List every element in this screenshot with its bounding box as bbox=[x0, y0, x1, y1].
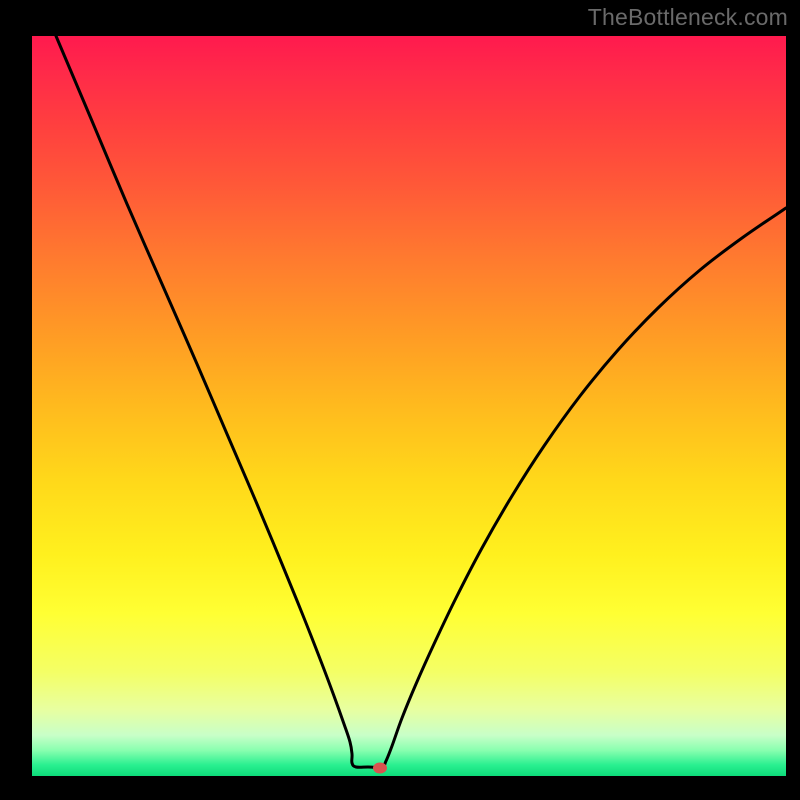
plot-area bbox=[32, 36, 786, 776]
bottleneck-curve bbox=[56, 36, 786, 767]
watermark-text: TheBottleneck.com bbox=[588, 4, 788, 31]
chart-frame: TheBottleneck.com bbox=[0, 0, 800, 800]
bottleneck-marker bbox=[373, 763, 387, 774]
curve-layer bbox=[32, 36, 786, 776]
